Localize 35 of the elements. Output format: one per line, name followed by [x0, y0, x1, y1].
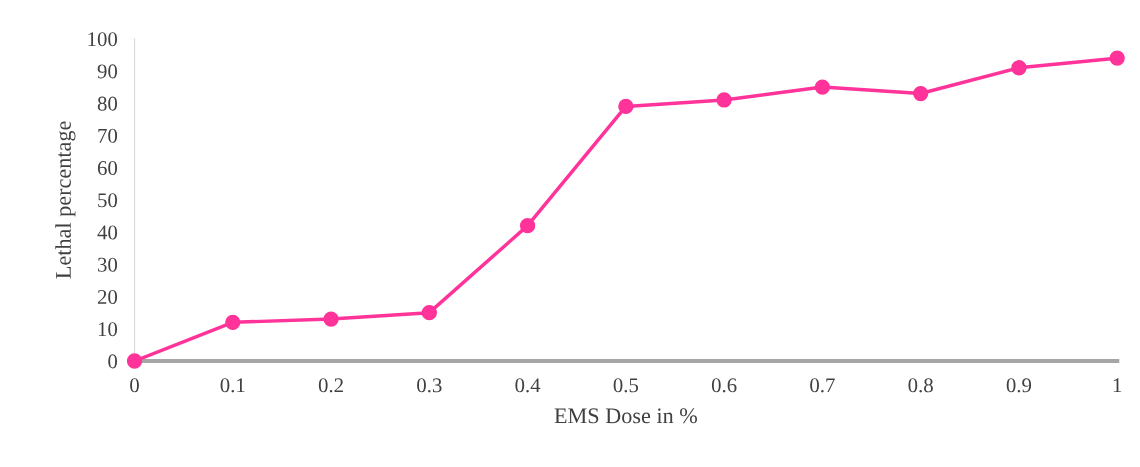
y-tick-label: 50: [98, 193, 118, 208]
point: [814, 79, 831, 95]
y-tick-label: 0: [108, 354, 118, 369]
x-tick-label: 0.2: [318, 378, 343, 393]
x-axis-title: EMS Dose in %: [554, 408, 698, 424]
point: [519, 218, 536, 234]
point: [1109, 50, 1125, 66]
point: [913, 85, 929, 102]
y-tick-label: 80: [97, 96, 118, 111]
y-tick-label: 60: [97, 161, 118, 176]
x-tick-label: 0.9: [1006, 378, 1032, 393]
y-tick-label: 20: [97, 289, 118, 304]
y-tick-label: 100: [88, 32, 118, 47]
x-tick-label: 0.6: [711, 378, 737, 393]
x-tick-label: 0.1: [220, 378, 245, 393]
x-tick-label: 0.8: [908, 378, 933, 393]
y-tick-label: 30: [98, 257, 118, 272]
x-tick-label: 0.5: [613, 378, 639, 393]
x-tick-label: 0: [130, 378, 139, 393]
point: [126, 353, 143, 369]
y-axis-title: Lethal percentage: [55, 121, 76, 279]
point: [716, 92, 732, 108]
x-tick-label: 0.4: [515, 378, 541, 393]
y-tick-label: 90: [97, 64, 118, 79]
y-tick-label: 70: [98, 128, 118, 143]
point: [618, 98, 634, 115]
point: [421, 305, 437, 321]
x-tick-label: 1: [1113, 378, 1122, 393]
point: [1011, 60, 1027, 76]
y-tick-label: 10: [98, 322, 118, 337]
y-tick-label: 40: [97, 225, 118, 240]
x-tick-label: 0.7: [810, 378, 835, 393]
x-tick-label: 0.3: [417, 378, 442, 393]
point: [225, 314, 241, 330]
point: [323, 311, 339, 327]
